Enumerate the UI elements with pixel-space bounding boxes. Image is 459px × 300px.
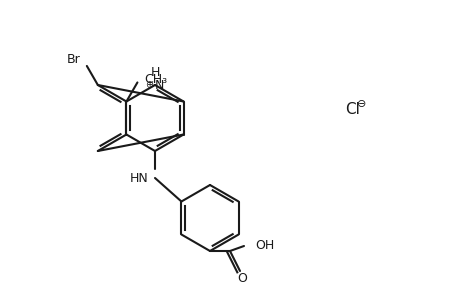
Text: Cl: Cl <box>344 103 359 118</box>
Text: ⊕: ⊕ <box>145 80 153 90</box>
Text: Br: Br <box>67 53 81 66</box>
Text: N: N <box>155 79 164 92</box>
Text: CH₃: CH₃ <box>144 73 167 86</box>
Text: OH: OH <box>254 239 274 253</box>
Text: HN: HN <box>130 172 149 184</box>
Text: H: H <box>150 65 159 79</box>
Text: ⊖: ⊖ <box>357 99 366 109</box>
Text: O: O <box>236 272 246 286</box>
